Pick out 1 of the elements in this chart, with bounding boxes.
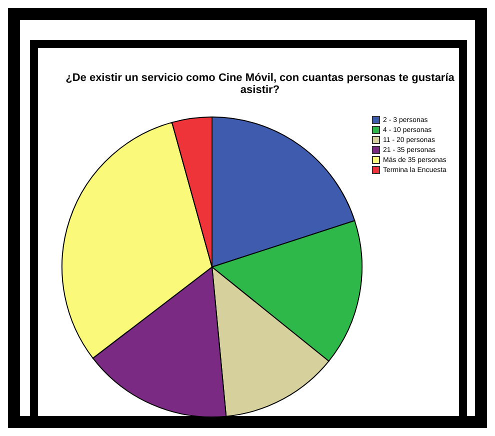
chart-title: ¿De existir un servicio como Cine Móvil, con cuantas personas te gustaría asistir?: [64, 72, 456, 96]
